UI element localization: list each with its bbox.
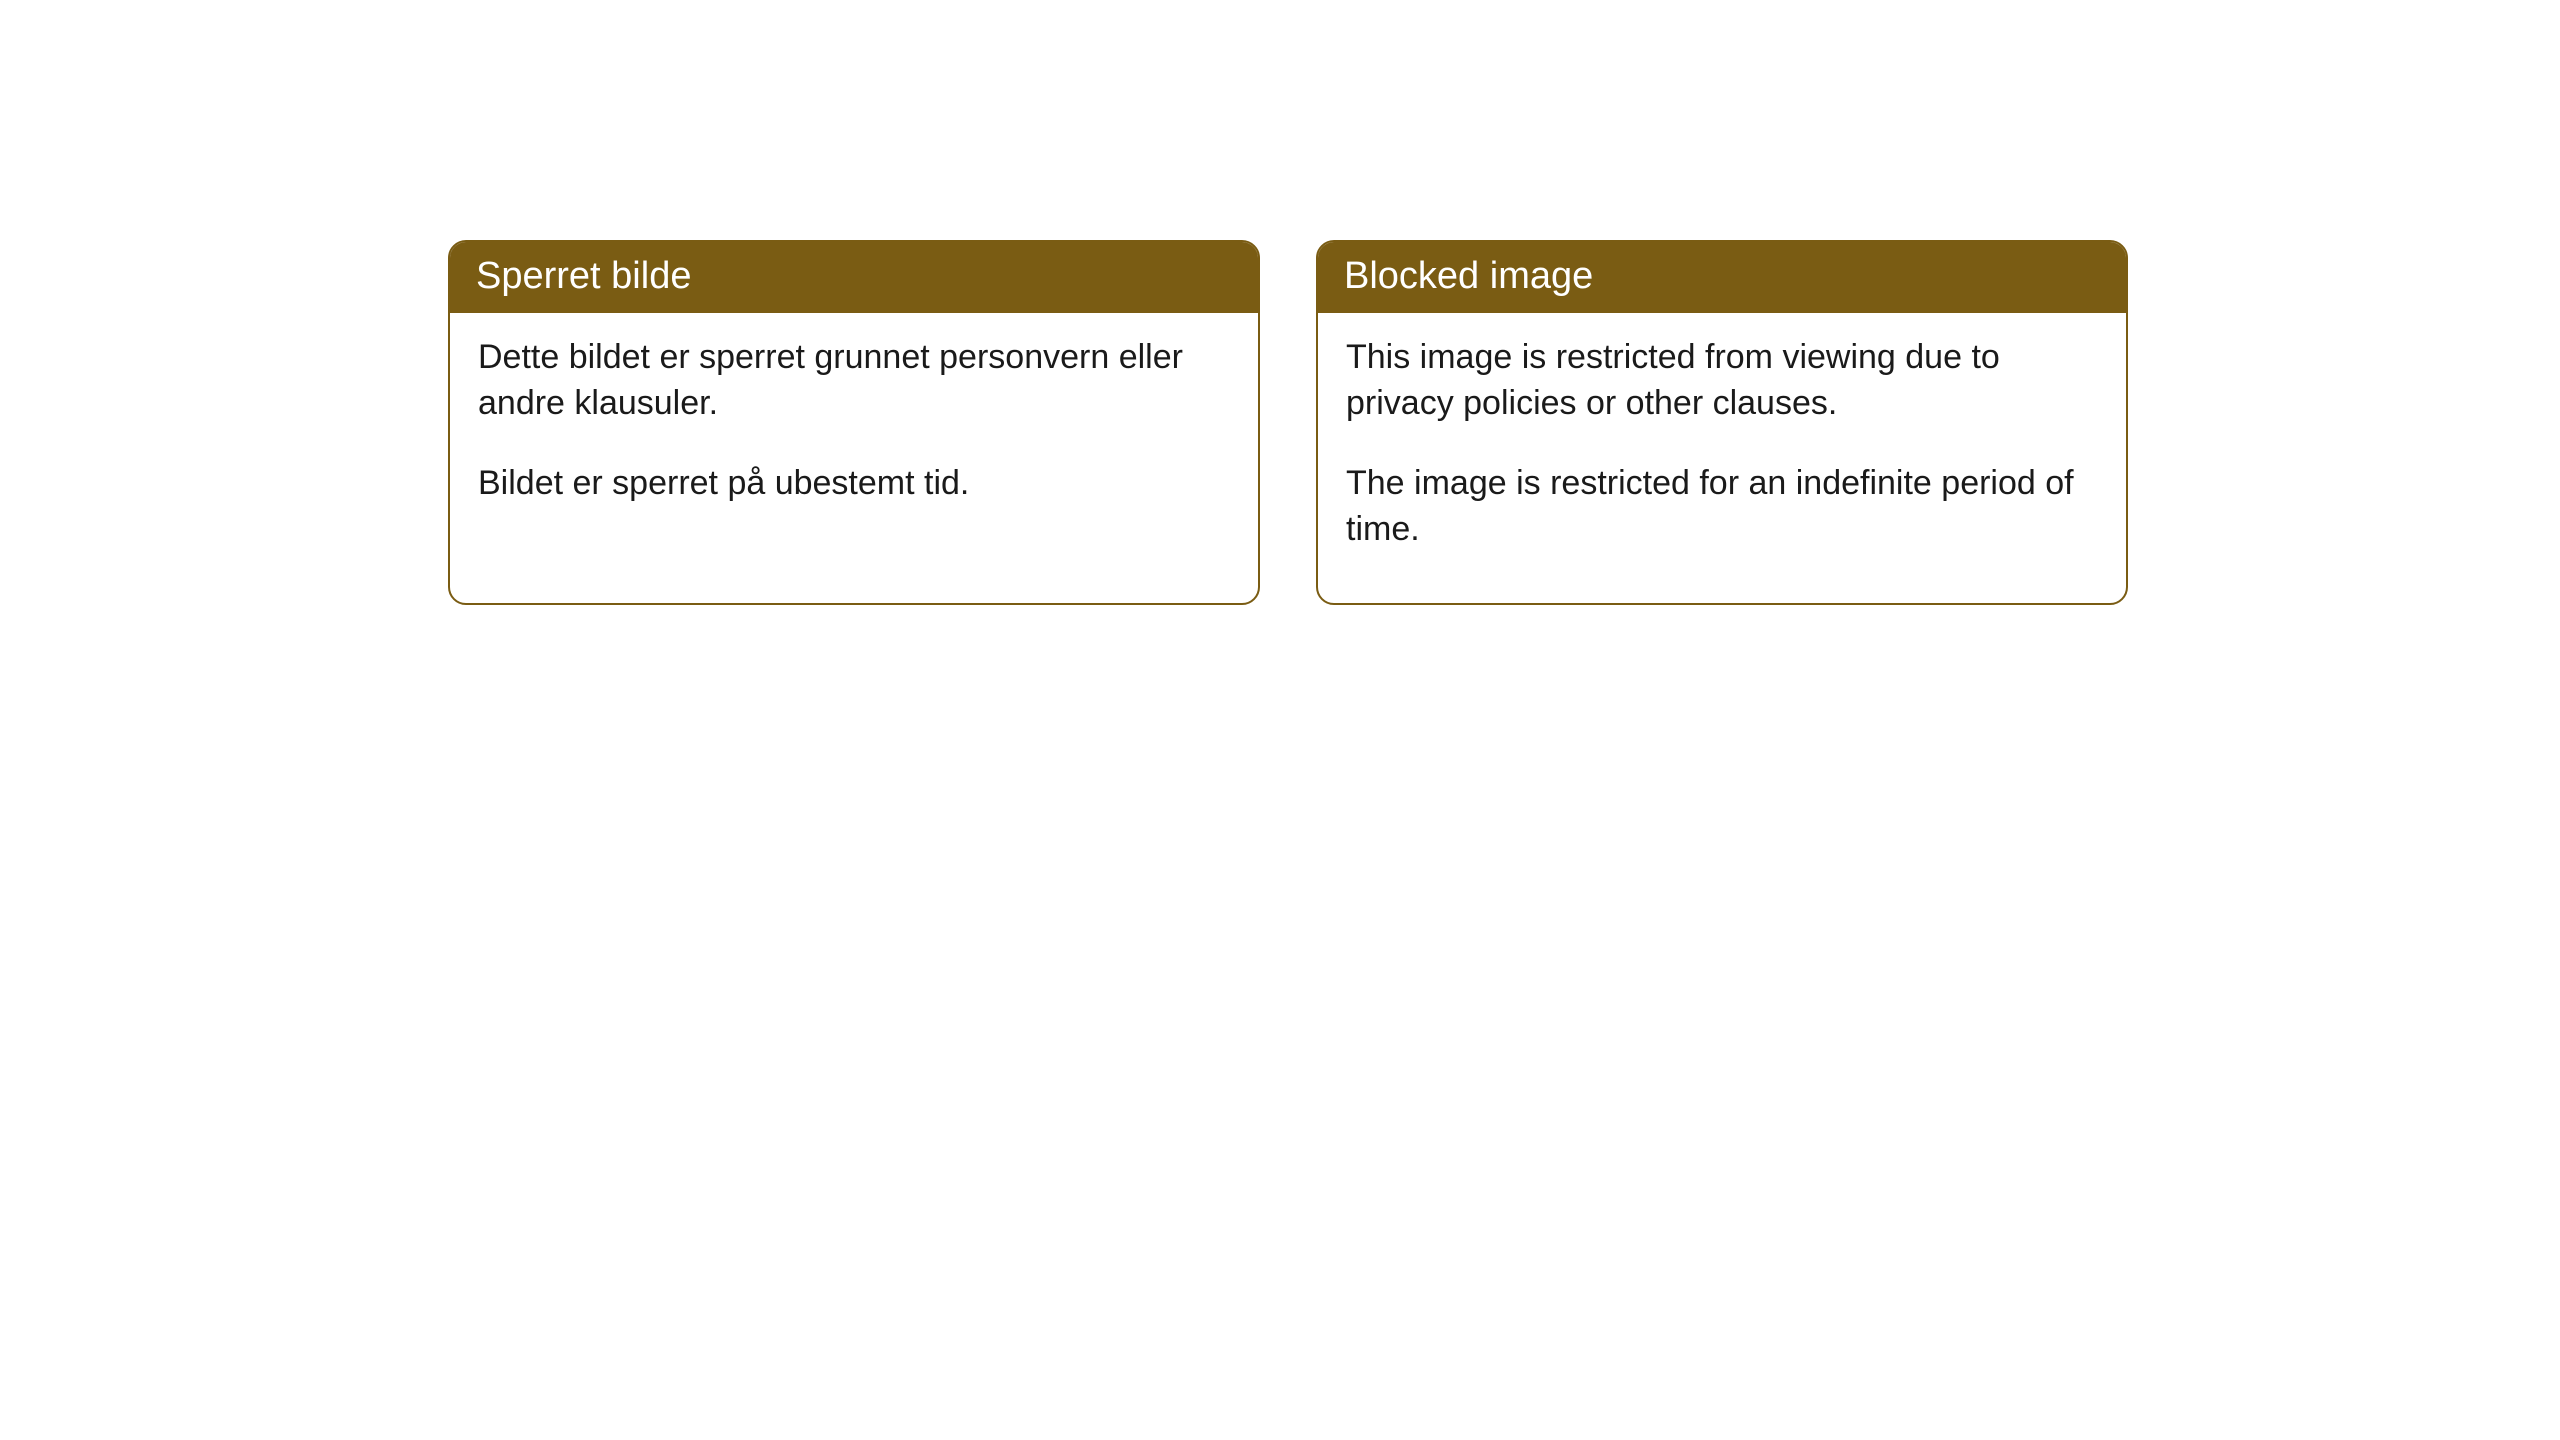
notice-cards-container: Sperret bilde Dette bildet er sperret gr… bbox=[448, 240, 2128, 605]
card-paragraph: Bildet er sperret på ubestemt tid. bbox=[478, 461, 1230, 507]
blocked-image-card-en: Blocked image This image is restricted f… bbox=[1316, 240, 2128, 605]
card-paragraph: The image is restricted for an indefinit… bbox=[1346, 461, 2098, 553]
blocked-image-card-no: Sperret bilde Dette bildet er sperret gr… bbox=[448, 240, 1260, 605]
card-header: Blocked image bbox=[1318, 242, 2126, 313]
card-header: Sperret bilde bbox=[450, 242, 1258, 313]
card-body: This image is restricted from viewing du… bbox=[1318, 313, 2126, 603]
card-paragraph: This image is restricted from viewing du… bbox=[1346, 335, 2098, 427]
card-body: Dette bildet er sperret grunnet personve… bbox=[450, 313, 1258, 557]
card-paragraph: Dette bildet er sperret grunnet personve… bbox=[478, 335, 1230, 427]
